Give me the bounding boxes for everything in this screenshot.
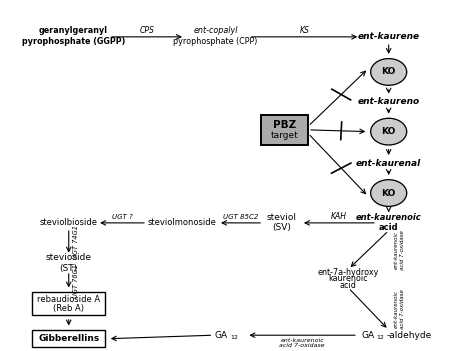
Text: PBZ: PBZ [273,120,296,130]
Text: KO: KO [382,127,396,136]
Text: (ST): (ST) [60,264,78,273]
Text: Gibberellins: Gibberellins [38,334,100,343]
Text: UGT ?: UGT ? [112,213,132,220]
Text: ent-kaurenoic
acid 7-oxidase: ent-kaurenoic acid 7-oxidase [279,338,325,348]
Text: 12: 12 [377,335,385,340]
Text: KAH: KAH [331,212,347,221]
Text: KO: KO [382,188,396,198]
Text: KO: KO [382,67,396,77]
Circle shape [371,118,407,145]
Text: kaurenoic: kaurenoic [328,274,368,283]
Text: ent-kaurenoic
acid 7-oxidase: ent-kaurenoic acid 7-oxidase [394,230,404,270]
Text: ent-kaurenoic
acid 7-oxidase: ent-kaurenoic acid 7-oxidase [394,289,404,329]
Text: -aldehyde: -aldehyde [386,331,431,340]
Text: GA: GA [214,331,228,340]
Text: UGT 74G1: UGT 74G1 [73,225,79,259]
Text: pyrophosphate (CPP): pyrophosphate (CPP) [173,37,258,46]
Text: rebaudioside A: rebaudioside A [37,294,100,304]
Text: (SV): (SV) [273,223,292,232]
Text: pyrophosphate (GGPP): pyrophosphate (GGPP) [22,37,125,46]
Text: acid: acid [340,281,357,290]
Text: target: target [271,131,298,140]
FancyBboxPatch shape [32,330,105,347]
Text: ent-copalyl: ent-copalyl [193,26,238,35]
Text: UGT 76G1: UGT 76G1 [73,264,79,298]
Text: (Reb A): (Reb A) [53,304,84,313]
Text: ent-7a-hydroxy: ent-7a-hydroxy [318,267,379,277]
Text: CPS: CPS [139,26,155,35]
Text: GA: GA [361,331,374,340]
Text: steviolbioside: steviolbioside [40,218,98,227]
Text: geranylgeranyl: geranylgeranyl [39,26,108,35]
Text: steviolmonoside: steviolmonoside [148,218,217,227]
Text: KS: KS [300,26,310,35]
FancyBboxPatch shape [261,115,308,145]
Text: ent-kaureno: ent-kaureno [357,97,420,106]
Text: 12: 12 [230,335,238,340]
Text: ent-kaurenoic: ent-kaurenoic [356,213,421,222]
FancyBboxPatch shape [32,292,105,315]
Text: ent-kaurene: ent-kaurene [357,32,420,41]
Text: stevioside: stevioside [46,253,92,263]
Text: steviol: steviol [267,213,297,223]
Text: UGT 85C2: UGT 85C2 [223,213,258,220]
Text: ent-kaurenal: ent-kaurenal [356,159,421,168]
Circle shape [371,180,407,206]
Text: acid: acid [379,223,399,232]
Circle shape [371,59,407,85]
